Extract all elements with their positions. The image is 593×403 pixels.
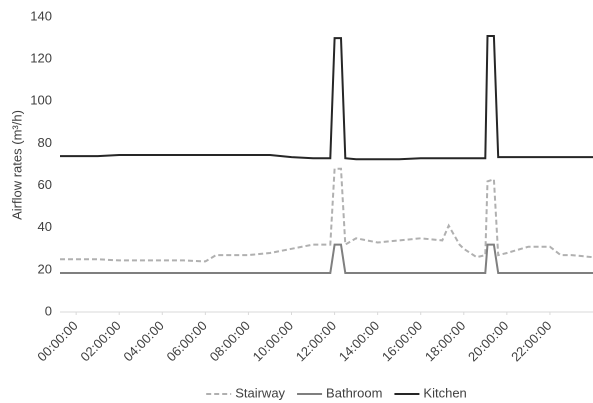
x-tick-label: 04:00:00 <box>120 318 166 364</box>
y-tick-label: 20 <box>38 261 52 276</box>
x-tick-label: 08:00:00 <box>207 318 253 364</box>
series-line <box>60 35 593 161</box>
x-tick-label: 10:00:00 <box>250 318 296 364</box>
y-tick-label: 60 <box>38 177 52 192</box>
y-tick-label: 40 <box>38 219 52 234</box>
x-tick-label: 22:00:00 <box>508 318 554 364</box>
x-tick-label: 18:00:00 <box>422 318 468 364</box>
legend-label: Bathroom <box>326 385 382 400</box>
x-tick-label: 12:00:00 <box>293 318 339 364</box>
y-tick-label: 100 <box>30 93 52 108</box>
y-axis-label: Airflow rates (m³/h) <box>9 110 24 220</box>
series-line <box>60 243 593 274</box>
x-tick-label: 20:00:00 <box>465 318 511 364</box>
y-tick-label: 0 <box>45 303 52 318</box>
legend-label: Stairway <box>235 385 285 400</box>
y-tick-label: 80 <box>38 135 52 150</box>
y-tick-label: 140 <box>30 8 52 23</box>
x-tick-label: 00:00:00 <box>34 318 80 364</box>
x-tick-label: 02:00:00 <box>77 318 123 364</box>
y-tick-label: 120 <box>30 51 52 66</box>
legend-label: Kitchen <box>423 385 466 400</box>
legend: Stairway Bathroom Kitchen <box>206 385 467 400</box>
x-tick-label: 06:00:00 <box>164 318 210 364</box>
x-tick-label: 14:00:00 <box>336 318 382 364</box>
series-line <box>60 167 593 263</box>
x-tick-label: 16:00:00 <box>379 318 425 364</box>
